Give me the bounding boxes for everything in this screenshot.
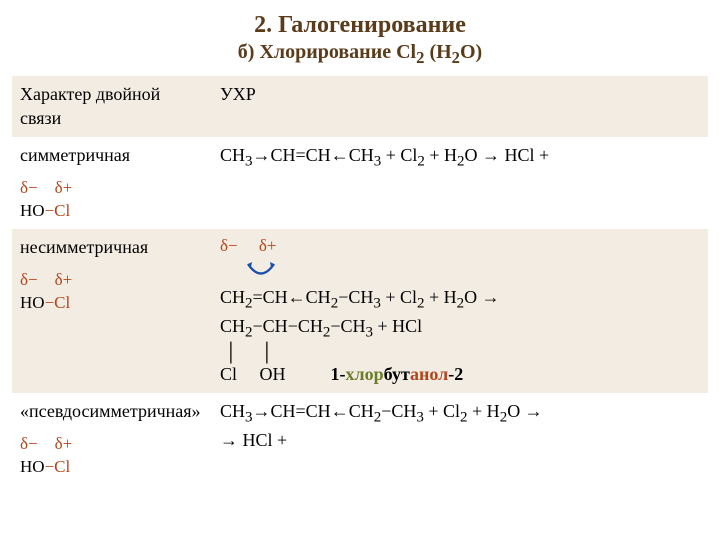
row2-label-cell: несимметричная δ− δ+ HO−Cl xyxy=(12,229,212,393)
subtitle: б) Хлорирование Cl2 (H2O) xyxy=(12,41,708,68)
arc-icon xyxy=(246,261,276,279)
row3-eq-cell: CH3→CH=CH←CH2−CH3 + Cl2 + H2O → → HCl + xyxy=(212,393,708,485)
row3-label: «псевдосимметричная» xyxy=(20,399,204,423)
row3-charges: δ− δ+ xyxy=(20,433,204,456)
row3-line1: CH3→CH=CH←CH2−CH3 + Cl2 + H2O → xyxy=(220,399,700,428)
table-row: симметричная δ− δ+ HO−Cl CH3→CH=CH←CH3 +… xyxy=(12,137,708,229)
row1-label-cell: симметричная δ− δ+ HO−Cl xyxy=(12,137,212,229)
row1-label: симметричная xyxy=(20,143,204,167)
row3-label-cell: «псевдосимметричная» δ− δ+ HO−Cl xyxy=(12,393,212,485)
row1-eq-cell: CH3→CH=CH←CH3 + Cl2 + H2O → HCl + xyxy=(212,137,708,229)
main-title: 2. Галогенирование xyxy=(12,12,708,39)
row2-charges: δ− δ+ xyxy=(20,269,204,292)
row2-label: несимметричная xyxy=(20,235,204,259)
row2-line1: CH2=CH←CH2−CH3 + Cl2 + H2O → xyxy=(220,285,700,314)
row3-hocl: HO−Cl xyxy=(20,456,204,479)
table-header-row: Характер двойной связи УХР xyxy=(12,76,708,137)
table-row: несимметричная δ− δ+ HO−Cl δ− δ+ xyxy=(12,229,708,393)
row2-top-charges: δ− δ+ xyxy=(220,235,700,258)
chem-table: Характер двойной связи УХР симметричная … xyxy=(12,76,708,485)
row1-charges: δ− δ+ xyxy=(20,177,204,200)
row2-bars: │ │ xyxy=(220,343,700,363)
row2-cloh: Cl OH 1-хлорбутанол-2 xyxy=(220,362,700,386)
row2-line2: CH2−CH−CH2−CH3 + HCl xyxy=(220,314,700,343)
product-name: 1-хлорбутанол-2 xyxy=(331,364,464,384)
header-col2: УХР xyxy=(212,76,708,137)
header-col1: Характер двойной связи xyxy=(12,76,212,137)
row2-hocl: HO−Cl xyxy=(20,292,204,315)
slide: 2. Галогенирование б) Хлорирование Cl2 (… xyxy=(0,0,720,540)
row1-hocl: HO−Cl xyxy=(20,200,204,223)
table-row: «псевдосимметричная» δ− δ+ HO−Cl CH3→CH=… xyxy=(12,393,708,485)
row2-eq-cell: δ− δ+ CH2=CH←CH2−CH3 + Cl2 + H2O → CH2−C… xyxy=(212,229,708,393)
row3-line2: → HCl + xyxy=(220,428,700,452)
